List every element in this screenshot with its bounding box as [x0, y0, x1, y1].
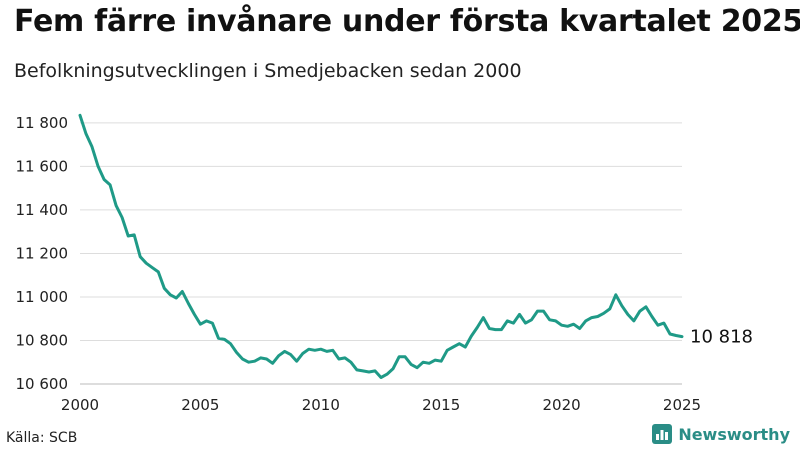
series-line	[78, 113, 684, 379]
series-layer	[78, 113, 684, 379]
chart-title: Fem färre invånare under första kvartale…	[14, 4, 800, 39]
x-tick-label: 2020	[543, 396, 581, 414]
brand-logo: Newsworthy	[652, 424, 790, 444]
y-tick-label: 11 800	[16, 114, 69, 132]
x-tick-label: 2015	[422, 396, 460, 414]
newsworthy-logo-icon	[652, 424, 673, 444]
x-tick-label: 2000	[61, 396, 99, 414]
y-tick-label: 10 600	[16, 375, 69, 393]
y-tick-label: 11 200	[16, 244, 69, 262]
x-axis-tick-labels: 2000 2005 2010 2015 2020 2025	[61, 396, 701, 414]
y-tick-label: 10 800	[16, 331, 69, 349]
y-tick-label: 11 400	[16, 201, 69, 219]
chart-subtitle: Befolkningsutvecklingen i Smedjebacken s…	[14, 60, 522, 82]
grid-lines	[80, 122, 682, 385]
x-tick-label: 2010	[302, 396, 340, 414]
brand-name: Newsworthy	[678, 424, 790, 444]
y-tick-label: 11 000	[16, 288, 69, 306]
y-axis-tick-labels: 10 600 10 800 11 000 11 200 11 400 11 600 11 8…	[16, 114, 69, 393]
source-note: Källa: SCB	[6, 430, 78, 446]
x-tick-label: 2005	[181, 396, 219, 414]
end-value-label: 10 818	[690, 327, 753, 348]
y-tick-label: 11 600	[16, 157, 69, 175]
x-tick-label: 2025	[663, 396, 701, 414]
